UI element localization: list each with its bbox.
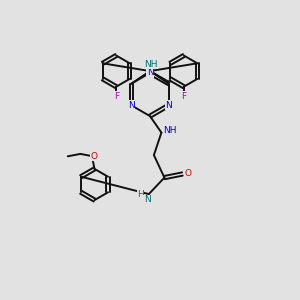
- Text: NH: NH: [163, 126, 176, 135]
- Text: N: N: [147, 68, 153, 77]
- Text: O: O: [184, 169, 191, 178]
- Text: O: O: [91, 152, 98, 161]
- Text: N: N: [165, 101, 172, 110]
- Text: N: N: [144, 195, 151, 204]
- Text: F: F: [181, 92, 186, 101]
- Text: H: H: [137, 190, 144, 199]
- Text: N: N: [128, 101, 135, 110]
- Text: F: F: [114, 92, 119, 101]
- Text: NH: NH: [143, 60, 156, 69]
- Text: NH: NH: [144, 60, 157, 69]
